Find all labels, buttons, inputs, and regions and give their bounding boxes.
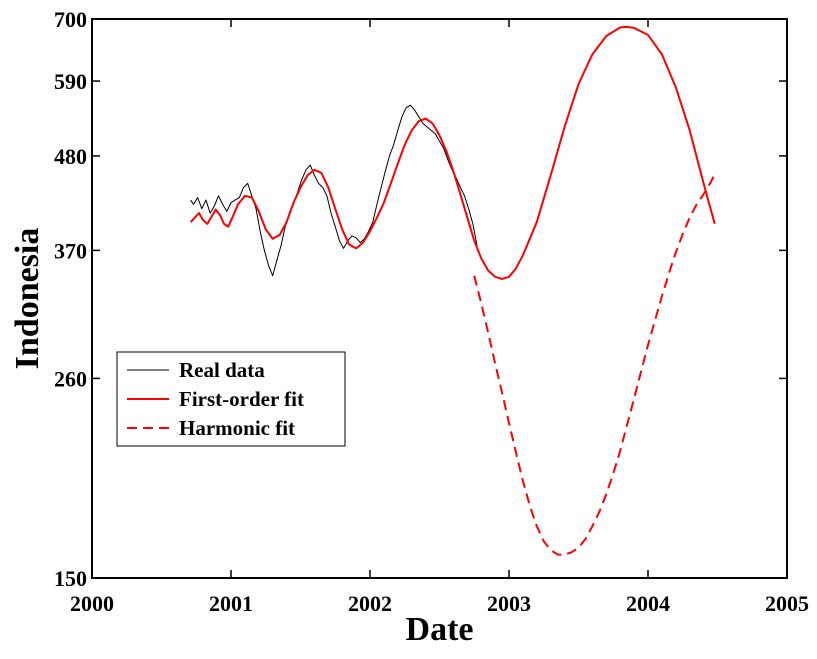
y-tick-label: 590 bbox=[54, 69, 87, 94]
y-tick-labels: 150 260 370 480 590 700 bbox=[54, 7, 87, 591]
plot-content bbox=[189, 25, 718, 556]
x-tick-label: 2000 bbox=[70, 591, 114, 616]
x-tick-labels: 2000 2001 2002 2003 2004 2005 bbox=[70, 591, 809, 616]
y-tick-label: 480 bbox=[54, 144, 87, 169]
y-axis-label: Indonesia bbox=[9, 228, 46, 370]
y-tick-label: 370 bbox=[54, 238, 87, 263]
axis-ticks bbox=[91, 18, 788, 579]
plot-frame bbox=[91, 18, 788, 579]
x-tick-label: 2001 bbox=[209, 591, 253, 616]
legend-item-harmonic-fit: Harmonic fit bbox=[127, 416, 295, 440]
series-line-first-order-fit bbox=[189, 25, 716, 280]
legend-label: Harmonic fit bbox=[179, 416, 295, 440]
x-tick-label: 2002 bbox=[348, 591, 392, 616]
series-line-real-data bbox=[190, 104, 478, 277]
y-tick-label: 700 bbox=[54, 7, 87, 32]
y-tick-label: 260 bbox=[54, 366, 87, 391]
legend-item-first-order-fit: First-order fit bbox=[127, 387, 304, 411]
legend-label: Real data bbox=[179, 358, 265, 382]
legend-label: First-order fit bbox=[179, 387, 304, 411]
legend: Real data First-order fit Harmonic fit bbox=[116, 351, 346, 447]
x-tick-label: 2004 bbox=[626, 591, 670, 616]
y-tick-label: 150 bbox=[54, 566, 87, 591]
x-axis-label: Date bbox=[406, 611, 474, 648]
x-tick-label: 2003 bbox=[487, 591, 531, 616]
legend-item-real-data: Real data bbox=[127, 358, 265, 382]
series-line-harmonic-fit bbox=[473, 170, 718, 556]
x-tick-label: 2005 bbox=[765, 591, 809, 616]
